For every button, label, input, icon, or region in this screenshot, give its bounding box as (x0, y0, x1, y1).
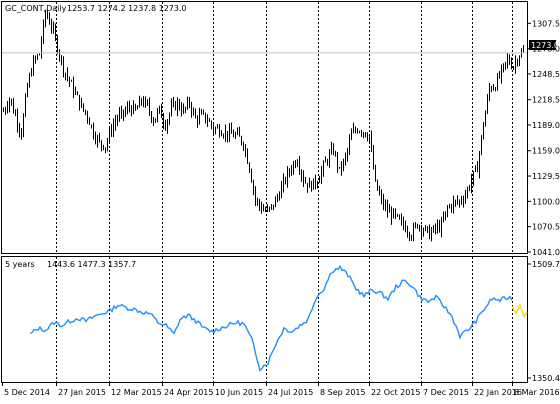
y-tick-label: 1159.0 (532, 147, 560, 156)
y2-tick-label: 1350.4 (532, 374, 560, 383)
price-title: GC_CONT,Daily (5, 4, 67, 13)
current-price-marker: 1273.0 (529, 40, 559, 50)
indicator-axis: 1509.7 1350.4 (527, 260, 560, 383)
price-panel-frame (1, 1, 528, 254)
indicator-title: 5 years (5, 260, 35, 269)
y-tick-label: 1248.5 (532, 70, 560, 79)
vertical-grid (56, 2, 513, 382)
price-axis: 1307.51278.01248.51218.51189.01159.01129… (527, 19, 560, 257)
indicator-series (29, 265, 528, 372)
x-tick-label: 5 Dec 2014 (4, 388, 50, 397)
x-tick-label: 10 Jun 2015 (215, 388, 263, 397)
y-tick-label: 1307.5 (532, 19, 560, 28)
candlestick-series (3, 9, 524, 242)
x-tick-label: 24 Apr 2015 (164, 388, 213, 397)
price-ohlc-label: 1253.7 1274.2 1237.8 1273.0 (67, 4, 187, 13)
x-tick-label: 27 Jan 2015 (58, 388, 106, 397)
x-tick-label: 7 Dec 2015 (423, 388, 469, 397)
indicator-line (29, 265, 513, 372)
x-tick-label: 24 Jul 2015 (268, 388, 313, 397)
time-axis: 5 Dec 2014 27 Jan 2015 12 Mar 2015 24 Apr 2… (2, 383, 560, 397)
x-tick-label: 8 Sep 2015 (320, 388, 366, 397)
y-tick-label: 1218.5 (532, 96, 560, 105)
x-tick-label: 12 Mar 2015 (111, 388, 162, 397)
y-tick-label: 1189.0 (532, 121, 560, 130)
x-tick-label: 22 Oct 2015 (371, 388, 420, 397)
indicator-values-label: 1443.6 1477.3 1357.7 (47, 260, 136, 269)
y-tick-label: 1070.5 (532, 223, 560, 232)
x-tick-label: 8 Mar 2016 (514, 388, 560, 397)
indicator-tail (511, 302, 528, 319)
indicator-panel-frame (1, 256, 528, 383)
x-tick-label: 22 Jan 2016 (474, 388, 522, 397)
y-tick-label: 1129.5 (532, 172, 560, 181)
current-price-label: 1273.0 (531, 41, 559, 50)
y-tick-label: 1041.0 (532, 248, 560, 257)
y-tick-label: 1100.0 (532, 197, 560, 206)
y2-tick-label: 1509.7 (532, 260, 560, 269)
